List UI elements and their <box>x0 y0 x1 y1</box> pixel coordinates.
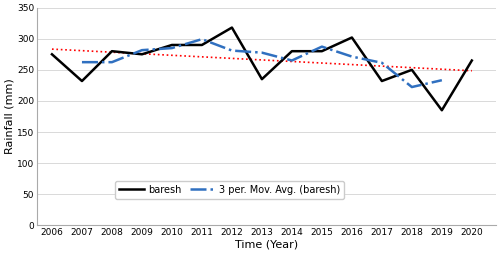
baresh <box>349 36 355 39</box>
3 per. Mov. Avg. (baresh) <box>409 86 415 89</box>
Line: baresh: baresh <box>52 28 472 110</box>
Legend: baresh, 3 per. Mov. Avg. (baresh): baresh, 3 per. Mov. Avg. (baresh) <box>116 181 344 199</box>
baresh <box>319 50 325 53</box>
3 per. Mov. Avg. (baresh) <box>379 61 385 64</box>
3 per. Mov. Avg. (baresh) <box>109 61 115 64</box>
baresh <box>469 59 475 62</box>
3 per. Mov. Avg. (baresh) <box>139 49 145 52</box>
X-axis label: Time (Year): Time (Year) <box>235 240 298 250</box>
3 per. Mov. Avg. (baresh) <box>199 38 205 41</box>
baresh <box>409 68 415 71</box>
baresh <box>439 109 445 112</box>
3 per. Mov. Avg. (baresh) <box>259 51 265 54</box>
baresh <box>109 50 115 53</box>
3 per. Mov. Avg. (baresh) <box>169 46 175 50</box>
3 per. Mov. Avg. (baresh) <box>319 45 325 48</box>
Line: 3 per. Mov. Avg. (baresh): 3 per. Mov. Avg. (baresh) <box>82 39 442 87</box>
baresh <box>49 53 55 56</box>
3 per. Mov. Avg. (baresh) <box>229 49 235 52</box>
baresh <box>199 43 205 46</box>
3 per. Mov. Avg. (baresh) <box>289 59 295 62</box>
3 per. Mov. Avg. (baresh) <box>79 61 85 64</box>
baresh <box>169 43 175 46</box>
baresh <box>259 78 265 81</box>
baresh <box>379 80 385 83</box>
baresh <box>139 53 145 56</box>
3 per. Mov. Avg. (baresh) <box>349 55 355 58</box>
Y-axis label: Rainfall (mm): Rainfall (mm) <box>4 78 14 154</box>
3 per. Mov. Avg. (baresh) <box>439 79 445 82</box>
baresh <box>229 26 235 29</box>
baresh <box>79 80 85 83</box>
baresh <box>289 50 295 53</box>
